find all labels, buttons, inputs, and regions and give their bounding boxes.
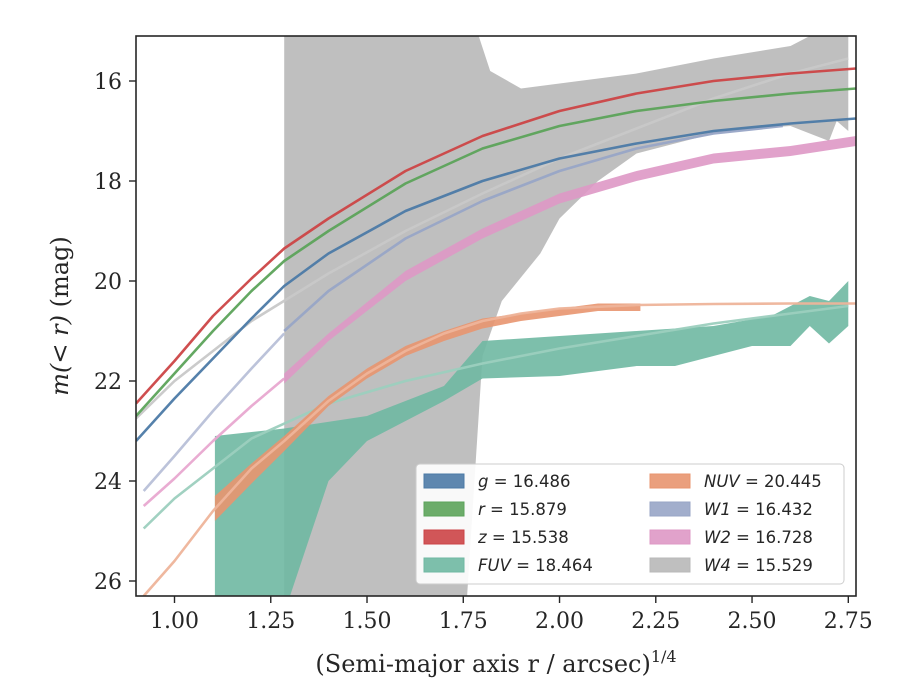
legend-label-nuv: NUV = 20.445 [704,472,822,491]
x-tick-label: 2.75 [824,609,873,634]
x-tick-label: 2.50 [728,609,777,634]
x-axis-label: (Semi-major axis r / arcsec)1/4 [315,647,676,678]
legend-swatch-r [423,501,465,517]
series-nuv-band-4 [214,303,641,521]
ticks-layer: 1.00 1.25 1.50 1.75 2.00 2.25 2.50 2.75 16 18 20 22… [94,70,873,634]
legend-label-w4: W4 = 15.529 [704,556,813,575]
legend-swatch-nuv [649,473,691,489]
legend-swatch-g [423,473,465,489]
series-w1-line-9 [283,124,783,332]
series-layer [136,36,856,596]
legend-label-z: z = 15.538 [477,528,569,547]
series-w2-line-6 [142,377,286,507]
legend-label-w2: W2 = 16.728 [704,528,813,547]
legend-label-r: r = 15.879 [478,500,567,519]
y-tick-label: 22 [94,370,122,395]
legend-box [415,463,845,585]
x-tick-label: 2.00 [535,609,584,634]
series-g-line-10 [136,117,856,442]
x-tick-label: 2.25 [631,609,680,634]
y-tick-label: 24 [94,470,122,495]
legend-swatch-fuv [423,557,465,573]
y-tick-label: 18 [94,170,122,195]
legend-swatch-z [423,529,465,545]
series-fuv-band-2 [214,281,849,596]
series-nuv-line-5 [142,302,856,596]
series-r-line-11 [136,87,856,417]
x-tick-label: 1.50 [343,609,392,634]
legend-label-w1: W1 = 16.432 [704,500,813,519]
legend-swatch-w4 [649,557,691,573]
y-tick-label: 26 [94,570,122,595]
legend: g = 16.486 NUV = 20.445 r = 15.879 W1 = 16.… [415,463,845,585]
x-tick-label: 1.00 [150,609,199,634]
y-tick-label: 16 [94,70,122,95]
x-tick-label: 1.25 [246,609,295,634]
legend-label-g: g = 16.486 [478,472,571,491]
series-z-line-12 [136,67,856,405]
x-tick-label: 1.75 [439,609,488,634]
series-w1-line-8 [142,332,286,492]
series-w4-line-1 [136,57,849,420]
y-axis-label: m(< r) (mag) [46,236,74,396]
legend-swatch-w2 [649,529,691,545]
legend-label-fuv: FUV = 18.464 [478,556,593,575]
y-tick-label: 20 [94,270,122,295]
series-w4-band-0 [284,36,849,596]
legend-swatch-w1 [649,501,691,517]
series-fuv-line-3 [142,304,849,530]
plot-frame [135,35,857,597]
